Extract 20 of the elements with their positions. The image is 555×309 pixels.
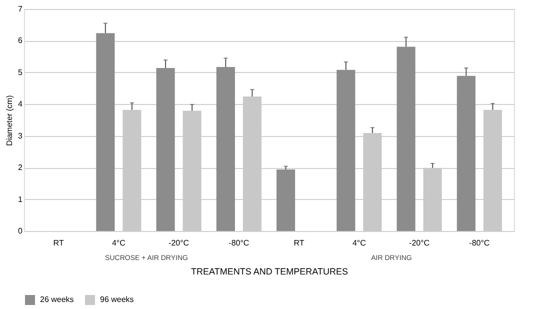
x-tick-label: -80°C (228, 238, 250, 248)
y-tick-label: 4 (18, 100, 24, 109)
legend-label: 26 weeks (40, 295, 74, 304)
x-tick-label: RT (53, 238, 64, 248)
y-tick-label: 1 (18, 194, 24, 204)
x-axis-title: TREATMENTS AND TEMPERATURES (190, 266, 348, 276)
y-tick-label: 6 (18, 36, 24, 46)
y-tick-label: 3 (18, 131, 24, 140)
x-tick-label: -80°C (469, 238, 490, 248)
y-tick-label: 7 (18, 4, 24, 14)
x-tick-label: -20°C (409, 238, 430, 248)
x-tick-label: -20°C (168, 238, 190, 248)
y-tick-label: 5 (18, 68, 24, 77)
legend-label: 96 weeks (100, 295, 134, 304)
y-axis-title: Diameter (cm) (5, 94, 14, 146)
x-tick-label: 4°C (352, 238, 366, 248)
x-tick-label: RT (294, 238, 304, 248)
x-tick-label: 4°C (112, 238, 126, 248)
y-tick-label: 0 (18, 226, 24, 236)
y-tick-label: 2 (18, 163, 24, 172)
